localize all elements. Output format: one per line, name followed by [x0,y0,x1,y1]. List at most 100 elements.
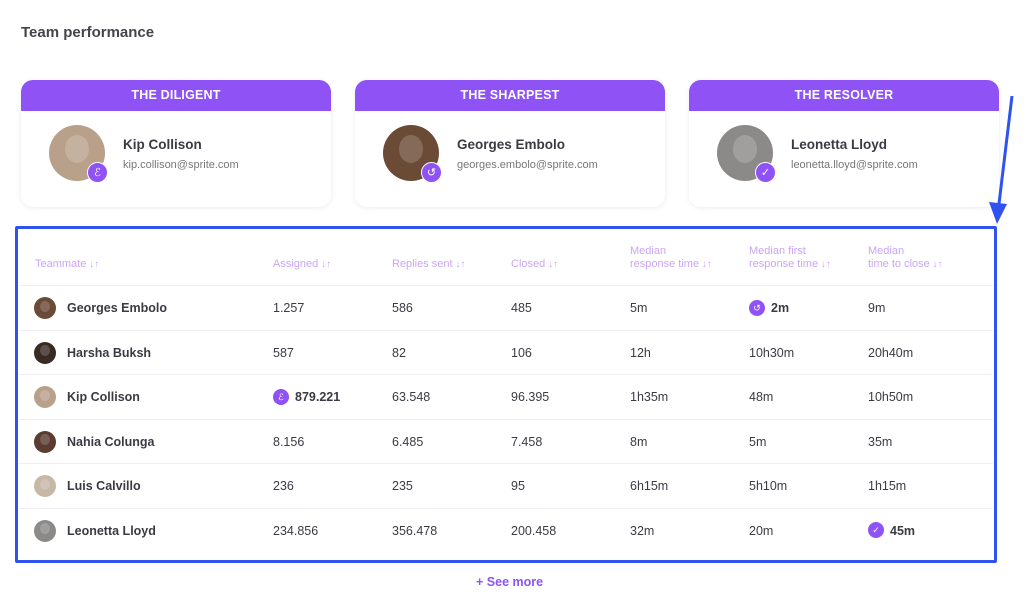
avatar [34,297,56,319]
avatar [49,125,105,181]
award-body: ↺ Georges Embolo georges.embolo@sprite.com [355,111,665,207]
award-body: ✓ Leonetta Lloyd leonetta.lloyd@sprite.com [689,111,999,207]
table-cell: 1.257 [273,301,305,315]
avatar [34,475,56,497]
column-header[interactable]: Median first response time ↓↑ [749,245,831,271]
table-cell: 8.156 [273,434,305,449]
sort-arrows-icon[interactable]: ↓↑ [699,259,712,270]
award-body: ℰ Kip Collison kip.collison@sprite.com [21,111,331,207]
annotation-arrow [989,95,1014,224]
table-cell: 82 [392,345,406,360]
table-cell: 485 [511,301,532,315]
avatar [34,430,56,453]
table-row[interactable]: Nahia Colunga 8.156 6.485 7.458 8m 5m 35m [19,418,993,464]
cell-value: 879.221 [295,390,341,404]
column-header-line: Median [868,245,905,257]
column-header[interactable]: Assigned ↓↑ [273,258,331,271]
avatar-photo [34,430,56,453]
sort-arrows-icon[interactable]: ↓↑ [545,259,559,270]
check-icon: ✓ [755,162,776,183]
table-cell: 586 [392,301,413,315]
table-row[interactable]: Georges Embolo 1.257 586 485 5m ↺ 2m 9m [19,285,993,330]
table-cell: 32m [630,523,655,538]
cell-value: 2m [771,301,790,315]
table-cell: 6.485 [392,434,424,449]
table-cell: 12h [630,345,651,360]
sort-arrows-icon[interactable]: ↓↑ [929,259,943,270]
table-cell: 48m [749,390,774,404]
table-cell: 236 [273,479,294,493]
sort-arrows-icon[interactable]: ↓↑ [452,259,466,270]
table-cell: 234.856 [273,523,319,538]
avatar-photo [34,475,56,497]
flexed-arm-icon: ℰ [87,162,108,183]
table-cell: 200.458 [511,523,557,538]
table-row[interactable]: Harsha Buksh 587 82 106 12h 10h30m 20h40m [19,329,993,375]
column-header-line: Teammate ↓↑ [35,258,100,270]
clock-rewind-icon: ↺ [749,299,765,316]
table-cell: 1h35m [630,390,669,404]
avatar-photo [34,386,56,408]
check-icon: ✓ [868,522,884,539]
table-cell: 35m [868,434,893,449]
avatar [34,341,56,364]
award-title: THE DILIGENT [21,80,331,111]
column-header-line: Median [630,245,667,257]
table-cell: 8m [630,434,648,449]
table-cell: 587 [273,345,294,360]
cell-value: 45m [890,523,916,538]
column-header-line: Closed ↓↑ [511,258,559,270]
column-header[interactable]: Teammate ↓↑ [35,258,99,271]
teammate-name: Leonetta Lloyd [67,523,156,538]
table-cell: 235 [392,479,413,493]
table-cell: 9m [868,301,886,315]
table-cell: 20h40m [868,345,914,360]
see-more-button[interactable]: + See more [476,575,544,589]
column-header[interactable]: Replies sent ↓↑ [392,258,465,271]
avatar-photo [49,125,105,181]
table-cell: 10h50m [868,390,914,404]
table-cell: 95 [511,479,525,493]
avatar [34,519,56,542]
column-header-line: Replies sent ↓↑ [392,258,466,270]
column-header[interactable]: Median time to close ↓↑ [868,245,943,271]
table-row[interactable]: Leonetta Lloyd 234.856 356.478 200.458 32m 20… [19,507,993,553]
column-header-line: Assigned ↓↑ [273,258,332,270]
clock-rewind-icon: ↺ [421,162,442,183]
plus-icon: + [476,575,487,589]
table-row[interactable]: Kip Collison ℰ 879.221 63.548 96.395 1h35m 48m… [19,374,993,419]
column-header-line: response time ↓↑ [749,258,831,270]
table-cell: 5m [630,301,648,315]
table-cell: 1h15m [868,479,907,493]
award-email: kip.collison@sprite.com [123,159,239,171]
award-card: THE RESOLVER ✓ Leonetta Lloyd leonetta.lloy… [689,80,999,207]
sort-arrows-icon[interactable]: ↓↑ [86,259,100,270]
teammate-name: Georges Embolo [67,301,168,315]
teammate-name: Luis Calvillo [67,479,141,493]
award-title: THE RESOLVER [689,80,999,111]
award-name: Leonetta Lloyd [791,137,888,152]
table-cell: ℰ 879.221 [273,375,340,419]
table-cell: 7.458 [511,434,543,449]
table-cell: 20m [749,523,774,538]
flexed-arm-icon: ℰ [273,388,289,405]
avatar-photo [34,297,56,319]
sort-arrows-icon[interactable]: ↓↑ [318,259,332,270]
column-header[interactable]: Closed ↓↑ [511,258,558,271]
column-header-line: Median first [749,245,806,257]
table-cell: 5h10m [749,479,788,493]
award-email: georges.embolo@sprite.com [457,159,598,171]
table-cell: 63.548 [392,390,431,404]
column-header-line: time to close ↓↑ [868,258,943,270]
table-cell: 5m [749,434,767,449]
table-cell: 10h30m [749,345,795,360]
column-header[interactable]: Median response time ↓↑ [630,245,712,271]
award-email: leonetta.lloyd@sprite.com [791,159,918,171]
teammate-name: Kip Collison [67,390,140,404]
award-name: Kip Collison [123,137,202,152]
page-title: Team performance [21,24,155,41]
sort-arrows-icon[interactable]: ↓↑ [818,259,831,270]
award-name: Georges Embolo [457,137,566,152]
table-cell: 6h15m [630,479,669,493]
table-row[interactable]: Luis Calvillo 236 235 95 6h15m 5h10m 1h15m [19,463,993,508]
